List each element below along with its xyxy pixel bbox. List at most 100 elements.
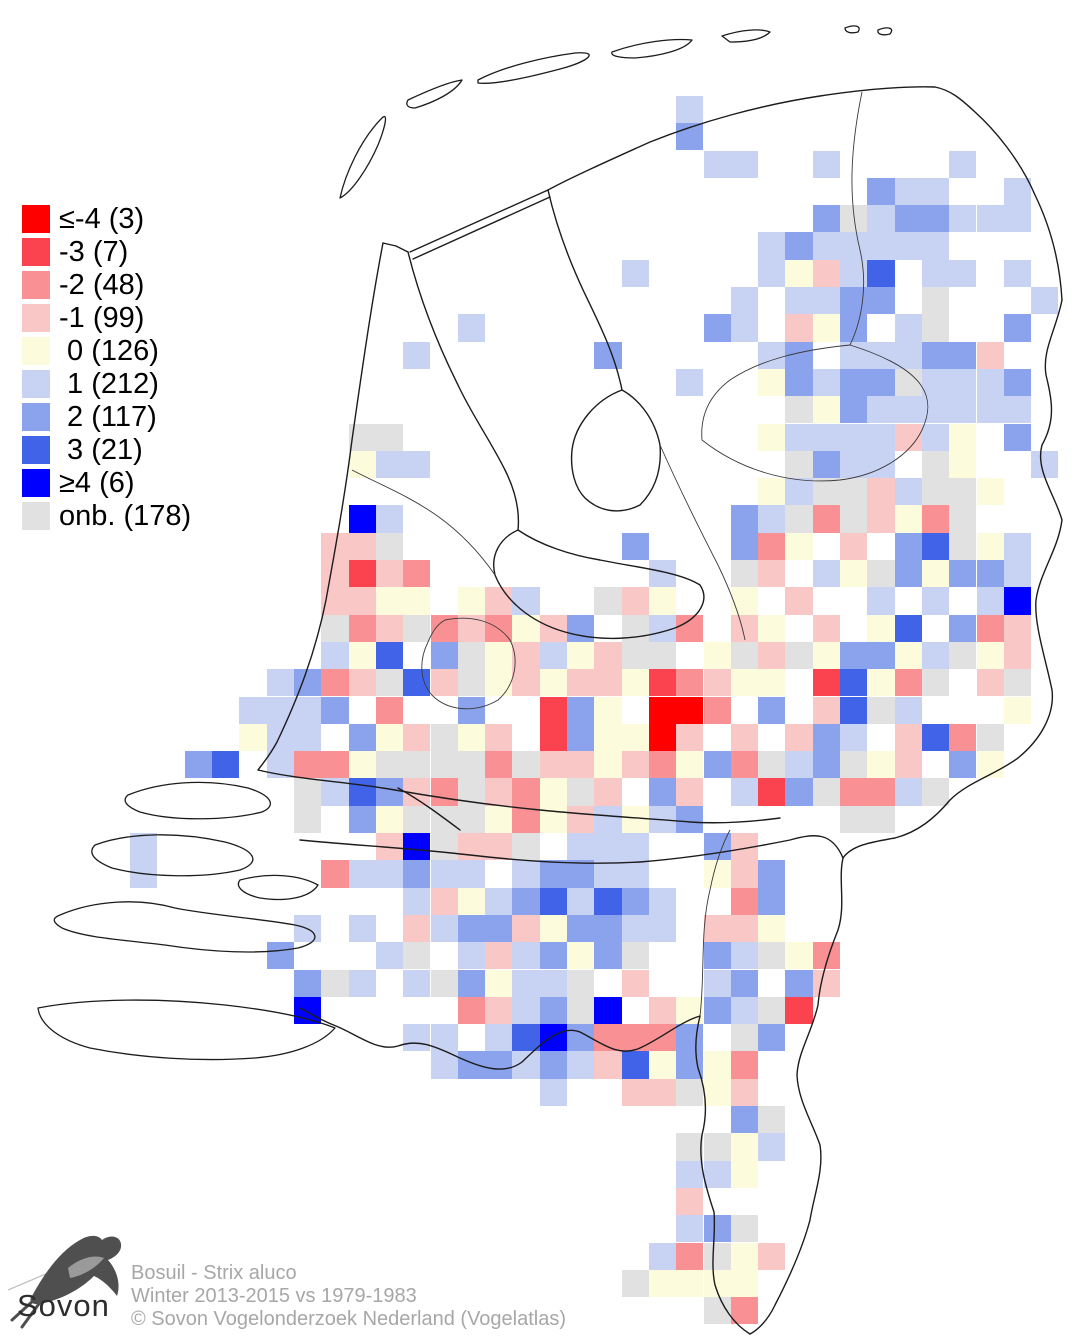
grid-cell (921, 450, 950, 479)
grid-cell (921, 396, 950, 424)
grid-cell (348, 669, 376, 697)
grid-cell (621, 1269, 649, 1298)
grid-cell (457, 778, 486, 806)
grid-cell (840, 805, 868, 833)
grid-cell (894, 341, 922, 369)
grid-cell (403, 587, 431, 615)
grid-cell (867, 696, 895, 724)
grid-cell (294, 669, 322, 697)
grid-cell (894, 532, 922, 560)
grid-cell (812, 450, 840, 479)
grid-cell (894, 778, 922, 806)
grid-cell (212, 751, 240, 779)
grid-cell (758, 614, 786, 642)
grid-cell (949, 341, 977, 369)
grid-cell (294, 996, 322, 1025)
grid-cell (840, 341, 868, 369)
grid-cell (621, 833, 649, 861)
grid-cell (812, 368, 840, 397)
grid-cell (758, 669, 786, 697)
grid-cell (485, 778, 513, 806)
grid-cell (512, 1024, 540, 1052)
grid-cell (239, 696, 267, 724)
grid-cell (921, 368, 950, 397)
grid-cell (703, 996, 731, 1025)
grid-cell (403, 614, 431, 642)
grid-cell (703, 1297, 731, 1325)
grid-cell (512, 860, 540, 888)
legend-label: -2 (48) (59, 269, 145, 301)
grid-cell (894, 723, 922, 752)
grid-cell (894, 478, 922, 506)
grid-cell (621, 259, 649, 287)
grid-cell (703, 833, 731, 861)
grid-cell (594, 641, 622, 670)
grid-cell (758, 341, 786, 369)
grid-cell (976, 723, 1004, 752)
legend-swatch (22, 271, 50, 299)
grid-cell (512, 751, 540, 779)
grid-cell (703, 969, 731, 997)
grid-cell (730, 560, 759, 588)
grid-cell (976, 205, 1004, 233)
grid-cell (730, 942, 759, 970)
grid-cell (758, 942, 786, 970)
grid-cell (894, 314, 922, 342)
grid-cell (348, 614, 376, 642)
grid-cell (703, 1078, 731, 1106)
grid-cell (703, 1269, 731, 1298)
grid-cell (621, 751, 649, 779)
grid-cell (758, 1133, 786, 1161)
grid-cell (921, 205, 950, 233)
grid-cell (785, 751, 813, 779)
legend-swatch (22, 469, 50, 497)
grid-cell (976, 587, 1004, 615)
grid-cell (894, 614, 922, 642)
grid-cell (348, 778, 376, 806)
grid-cell (512, 833, 540, 861)
grid-cell (485, 614, 513, 642)
grid-cell (867, 423, 895, 451)
grid-cell (648, 778, 677, 806)
grid-cell (676, 669, 704, 697)
grid-cell (867, 205, 895, 233)
grid-cell (430, 751, 458, 779)
grid-cell (949, 641, 977, 670)
grid-cell (894, 505, 922, 533)
grid-cell (676, 1215, 704, 1243)
grid-cell (375, 751, 404, 779)
grid-cell (294, 723, 322, 752)
legend-label: 1 (212) (59, 368, 159, 400)
grid-cell (676, 95, 704, 124)
grid-cell (457, 614, 486, 642)
grid-cell (1003, 423, 1032, 451)
grid-cell (812, 751, 840, 779)
grid-cell (375, 942, 404, 970)
grid-cell (321, 969, 349, 997)
grid-cell (512, 778, 540, 806)
swallow-tail (10, 1298, 43, 1329)
grid-cell (703, 696, 731, 724)
grid-cell (294, 696, 322, 724)
grid-cell (348, 587, 376, 615)
grid-cell (403, 805, 431, 833)
grid-cell (785, 341, 813, 369)
grid-cell (512, 996, 540, 1025)
grid-cell (758, 505, 786, 533)
grid-cell (730, 532, 759, 560)
grid-cell (730, 505, 759, 533)
grid-cell (676, 1187, 704, 1216)
grid-cell (648, 1269, 677, 1298)
grid-cell (976, 396, 1004, 424)
grid-cell (785, 287, 813, 315)
grid-cell (676, 1133, 704, 1161)
grid-cell (621, 1078, 649, 1106)
grid-cell (676, 1078, 704, 1106)
grid-cell (512, 887, 540, 915)
grid-cell (1003, 396, 1032, 424)
grid-cell (840, 287, 868, 315)
grid-cell (567, 969, 595, 997)
grid-cell (840, 232, 868, 260)
grid-cell (485, 751, 513, 779)
grid-cell (594, 341, 622, 369)
